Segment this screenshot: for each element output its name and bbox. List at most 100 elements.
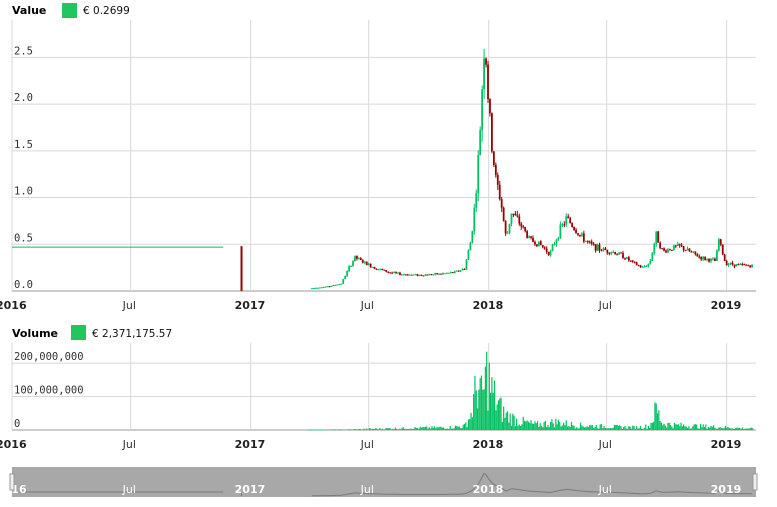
volume-bar xyxy=(529,422,531,430)
volume-bar xyxy=(611,428,613,430)
volume-bar xyxy=(702,424,704,430)
value-candle xyxy=(469,242,472,251)
volume-bar xyxy=(350,429,352,430)
value-candle xyxy=(418,274,421,276)
volume-bar xyxy=(496,404,498,430)
value-candle xyxy=(672,245,675,251)
volume-x-tick-label: Jul xyxy=(598,438,612,451)
value-candle xyxy=(547,251,550,256)
navigator-left-handle[interactable] xyxy=(9,473,15,491)
value-candle xyxy=(350,265,352,267)
value-candle xyxy=(496,174,499,185)
volume-series[interactable] xyxy=(308,351,754,431)
navigator-right-handle[interactable] xyxy=(752,473,758,491)
volume-bar xyxy=(409,428,411,430)
volume-bar xyxy=(401,428,403,430)
value-candle xyxy=(475,193,478,208)
value-candle xyxy=(698,256,701,258)
volume-bar xyxy=(578,428,580,430)
volume-bar xyxy=(542,427,544,430)
value-candle xyxy=(483,58,485,90)
value-candle xyxy=(332,285,335,287)
value-candle xyxy=(735,264,738,267)
value-candle xyxy=(444,273,446,275)
volume-current: € 2,371,175.57 xyxy=(92,328,172,340)
value-candle xyxy=(639,265,642,268)
volume-bar xyxy=(566,426,569,430)
navigator-label: Jul xyxy=(122,483,136,496)
volume-bar xyxy=(513,415,515,430)
volume-bar xyxy=(385,427,387,430)
volume-bar xyxy=(660,422,663,430)
volume-bar xyxy=(358,428,360,430)
volume-bar xyxy=(347,429,350,430)
volume-bar xyxy=(653,421,655,430)
value-candle xyxy=(426,274,429,276)
volume-bar xyxy=(431,426,433,430)
value-candle xyxy=(751,264,753,268)
volume-bar xyxy=(675,424,677,430)
value-candle xyxy=(367,263,370,266)
value-candle xyxy=(620,252,622,254)
value-y-axis: 0.0 0.5 1.0 1.5 2.0 2.5 xyxy=(14,45,33,291)
volume-bar xyxy=(594,426,596,430)
value-candle xyxy=(473,207,476,232)
range-navigator[interactable]: 2016Jul2017Jul2018Jul2019 xyxy=(0,467,758,497)
volume-bar xyxy=(533,423,535,430)
value-y-tick-label: 0.5 xyxy=(14,232,33,244)
volume-x-tick-label: 2019 xyxy=(711,438,742,451)
volume-bar xyxy=(736,427,738,430)
value-candle xyxy=(334,284,337,286)
value-candle xyxy=(410,274,413,276)
volume-bar xyxy=(671,426,673,430)
value-candle xyxy=(453,271,456,273)
volume-bar xyxy=(647,425,650,430)
value-candle xyxy=(657,231,660,243)
volume-bar xyxy=(505,412,507,430)
value-series[interactable] xyxy=(12,48,753,291)
volume-bar xyxy=(696,424,698,430)
volume-bar xyxy=(598,428,600,430)
value-candle xyxy=(387,271,390,273)
navigator-label: 2019 xyxy=(711,483,742,496)
navigator-label: Jul xyxy=(360,483,374,496)
value-candle xyxy=(731,262,734,265)
volume-bar xyxy=(608,428,610,430)
value-candle xyxy=(504,220,507,234)
value-candle xyxy=(530,236,532,238)
volume-bar xyxy=(637,428,639,430)
volume-bar xyxy=(563,422,565,430)
volume-bar xyxy=(752,428,754,430)
volume-x-tick-label: 2017 xyxy=(235,438,266,451)
value-candle xyxy=(520,223,523,227)
value-candle xyxy=(408,274,411,276)
volume-bar xyxy=(731,428,733,430)
volume-bar xyxy=(491,377,493,430)
value-candle xyxy=(696,254,699,257)
navigator-series xyxy=(12,472,753,497)
volume-bar xyxy=(486,351,488,430)
value-candle xyxy=(369,263,372,268)
value-candle xyxy=(686,248,689,251)
volume-bar xyxy=(552,423,554,430)
volume-bar xyxy=(416,427,419,430)
volume-bar xyxy=(579,422,582,430)
value-candle xyxy=(449,272,452,274)
volume-bar xyxy=(452,428,454,430)
volume-bar xyxy=(582,426,584,430)
volume-bar xyxy=(692,426,694,430)
volume-bar xyxy=(572,425,574,430)
value-candle xyxy=(723,254,726,262)
value-candle xyxy=(692,251,695,253)
value-candle xyxy=(528,236,530,238)
volume-bar xyxy=(697,428,699,430)
volume-bar xyxy=(684,426,686,430)
value-candle xyxy=(714,258,716,261)
volume-bar xyxy=(379,427,381,430)
volume-bar xyxy=(512,413,514,430)
value-y-tick-label: 1.5 xyxy=(14,139,33,151)
volume-bar xyxy=(694,424,696,430)
volume-bar xyxy=(522,416,524,430)
volume-bar xyxy=(415,427,417,430)
